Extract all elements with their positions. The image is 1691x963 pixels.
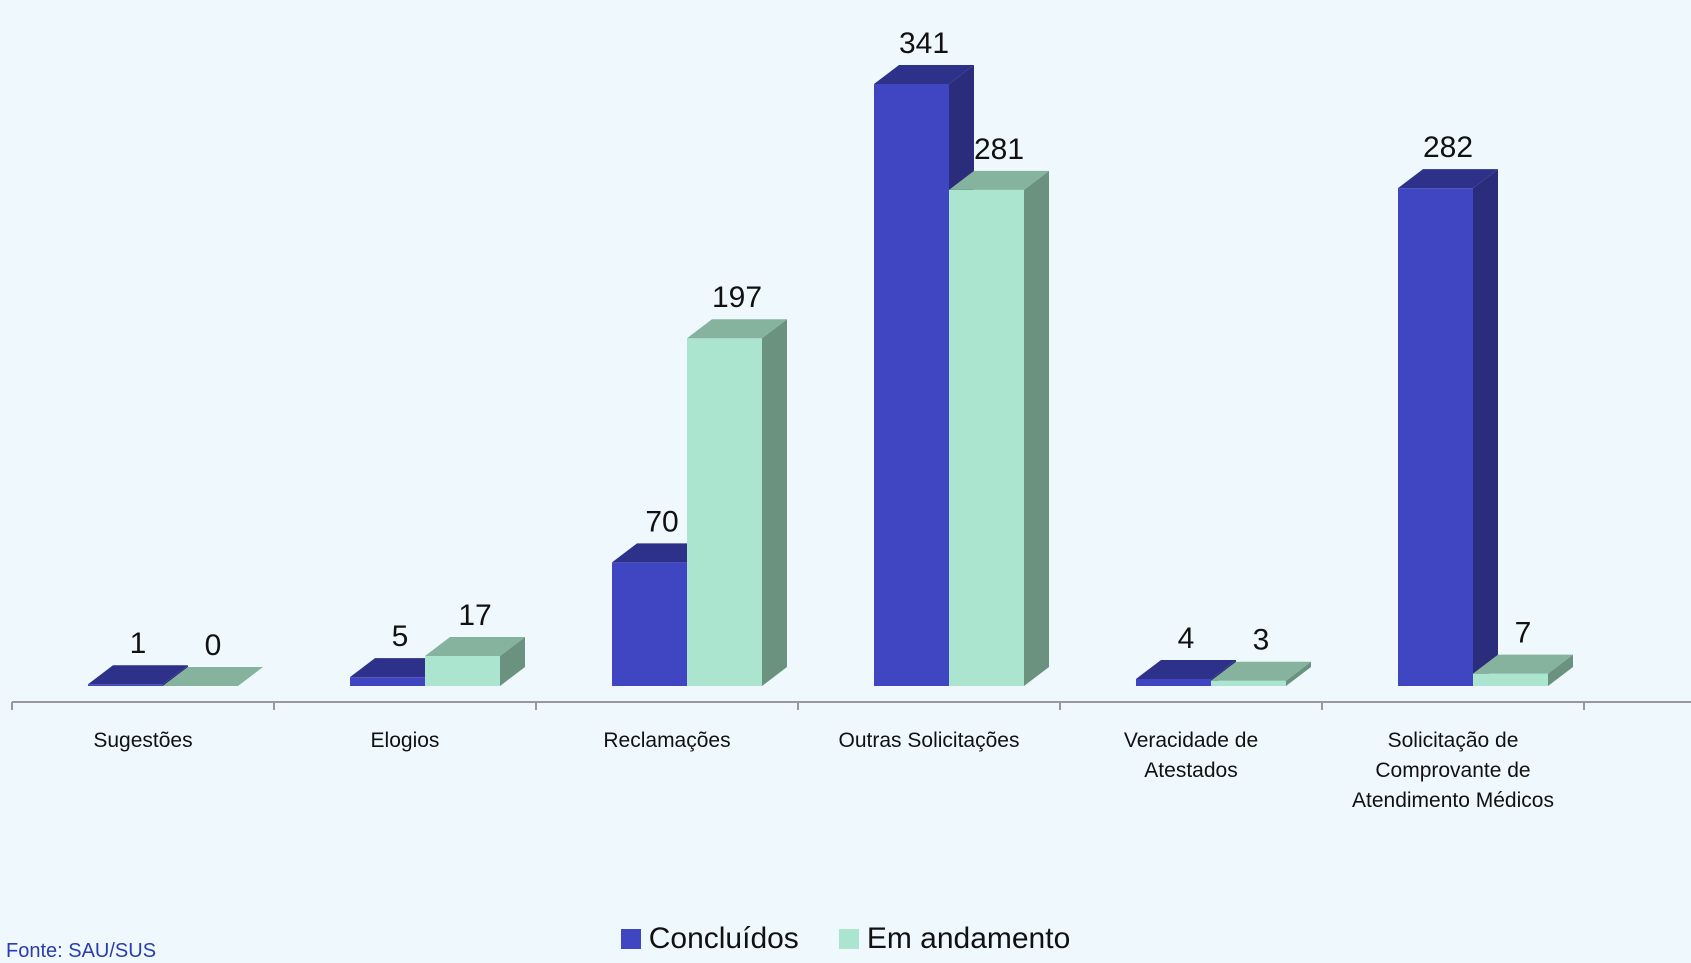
x-axis-category-label: Outras Solicitações <box>839 729 1020 752</box>
legend-swatch-concluidos <box>620 929 641 949</box>
x-axis-category-label: Veracidade de Atestados <box>1124 729 1258 782</box>
data-labels: 1 0 5 17 70 197 341 281 4 3 282 7 <box>130 27 1532 662</box>
data-label: 281 <box>974 133 1024 166</box>
x-axis-category-label: Solicitação de Comprovante de Atendimento … <box>1352 729 1554 812</box>
data-label: 17 <box>458 599 491 632</box>
data-label: 3 <box>1253 624 1270 657</box>
data-label: 0 <box>205 629 222 662</box>
chart-marks <box>88 65 1573 687</box>
bar <box>1211 661 1311 686</box>
x-axis-category-label: Elogios <box>371 729 440 752</box>
data-label: 282 <box>1423 131 1473 164</box>
bar <box>1398 169 1498 687</box>
legend-label-em-andamento: Em andamento <box>866 922 1071 955</box>
legend-swatch-em-andamento <box>838 929 859 949</box>
legend-item-em-andamento: Em andamento <box>838 922 1071 956</box>
x-axis-category-label: Sugestões <box>93 729 192 752</box>
data-label: 341 <box>899 27 949 60</box>
data-label: 197 <box>712 281 762 314</box>
data-label: 1 <box>130 627 147 660</box>
legend: Concluídos Em andamento <box>0 922 1691 956</box>
legend-label-concluidos: Concluídos <box>648 922 799 955</box>
bar <box>425 636 525 686</box>
bar <box>163 667 263 686</box>
data-label: 4 <box>1178 622 1195 655</box>
bar <box>1473 654 1573 686</box>
bar <box>949 170 1049 686</box>
data-label: 70 <box>645 505 678 538</box>
data-label: 5 <box>392 620 409 653</box>
x-axis-ticks <box>11 702 1585 710</box>
x-axis-category-label: Reclamações <box>603 729 730 752</box>
data-label: 7 <box>1515 617 1532 650</box>
source-note: Fonte: SAU/SUS <box>6 940 157 962</box>
legend-item-concluidos: Concluídos <box>620 922 799 956</box>
x-axis-category-labels: Sugestões Elogios Reclamações Outras Solici… <box>93 729 1554 812</box>
bar <box>687 319 787 686</box>
bar <box>88 665 188 686</box>
